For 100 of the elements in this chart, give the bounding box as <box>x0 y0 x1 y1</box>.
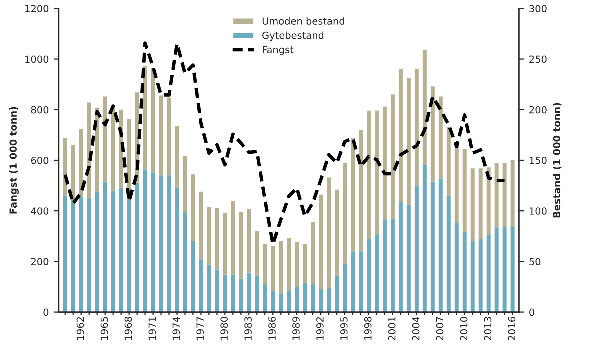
y2-tick-label: 200 <box>530 106 547 114</box>
y-tick-label: 600 <box>31 156 49 164</box>
bar <box>446 127 451 196</box>
bar <box>470 241 475 312</box>
x-tick-label: 2013 <box>484 317 492 340</box>
bar <box>231 274 236 312</box>
bar <box>430 86 435 182</box>
bar <box>191 241 196 312</box>
bar <box>438 96 443 179</box>
bar <box>95 192 100 312</box>
bar <box>359 130 364 252</box>
bar <box>319 194 324 290</box>
bar <box>486 168 491 236</box>
bar <box>502 227 507 312</box>
bar <box>374 235 379 312</box>
y2-tick-label: 100 <box>530 208 547 215</box>
x-tick-label: 1968 <box>124 317 132 340</box>
bar <box>183 212 188 312</box>
x-tick-label: 1962 <box>76 317 84 340</box>
bar <box>175 188 180 312</box>
bar <box>87 198 92 312</box>
bar <box>255 276 260 312</box>
bar <box>263 284 268 312</box>
bar <box>311 222 316 284</box>
bar <box>151 68 156 173</box>
y-tick-label: 400 <box>31 208 49 215</box>
bar <box>422 50 427 166</box>
x-tick-label: 1989 <box>292 317 300 340</box>
x-tick-label: 2010 <box>460 317 468 340</box>
x-tick-label: 1983 <box>244 317 252 340</box>
bar <box>295 287 300 312</box>
x-tick-label: 2016 <box>508 317 516 340</box>
bar <box>359 252 364 312</box>
bar <box>502 164 507 228</box>
bar <box>351 252 356 312</box>
bar <box>271 291 276 312</box>
bar <box>223 213 228 275</box>
bar <box>255 231 260 276</box>
bar <box>406 205 411 312</box>
bar <box>470 168 475 242</box>
bar <box>446 196 451 312</box>
bar <box>71 198 76 312</box>
bar <box>207 207 212 265</box>
bar <box>247 209 252 273</box>
bar <box>263 244 268 284</box>
bar <box>247 272 252 312</box>
bar <box>382 106 387 220</box>
bar <box>494 164 499 228</box>
bar <box>135 182 140 312</box>
bar <box>239 212 244 279</box>
x-tick-label: 1974 <box>172 317 180 340</box>
y2-tick-label: 50 <box>530 258 541 266</box>
bar <box>454 223 459 312</box>
bar <box>454 146 459 224</box>
bar <box>422 166 427 312</box>
bar <box>279 294 284 312</box>
bar <box>335 190 340 276</box>
bar <box>231 200 236 275</box>
bar <box>319 289 324 312</box>
bar <box>374 110 379 236</box>
bar <box>103 96 108 182</box>
x-tick-label: 1995 <box>340 317 348 340</box>
x-tick-label: 1992 <box>316 317 324 340</box>
legend-label: Fangst <box>263 46 294 56</box>
bar <box>111 190 116 312</box>
bar <box>79 129 84 197</box>
bar <box>279 241 284 294</box>
bar <box>382 220 387 312</box>
bar <box>287 291 292 312</box>
bar <box>398 69 403 202</box>
bar <box>63 196 68 312</box>
y-tick-label: 1200 <box>26 5 49 13</box>
bar <box>367 110 371 240</box>
x-tick-label: 1971 <box>148 317 156 340</box>
bar <box>159 96 164 176</box>
bar <box>215 208 220 270</box>
bar <box>414 186 419 312</box>
bar <box>367 239 371 312</box>
y2-tick-label: 300 <box>530 5 547 13</box>
x-tick-label: 1980 <box>220 317 228 340</box>
y2-tick-label: 0 <box>530 308 534 316</box>
y-tick-label: 800 <box>31 106 49 114</box>
x-tick-label: 1977 <box>196 317 204 340</box>
x-tick-label: 1986 <box>268 317 276 340</box>
bar <box>398 202 403 312</box>
bar <box>295 242 300 287</box>
bar <box>478 239 483 312</box>
bar <box>199 192 204 260</box>
bar <box>175 126 180 188</box>
bar <box>167 98 172 176</box>
bar <box>63 138 68 196</box>
x-tick-label: 1998 <box>364 317 372 340</box>
bar <box>311 284 316 312</box>
bar <box>191 174 196 242</box>
bar <box>143 170 148 312</box>
bar <box>119 188 124 312</box>
bar <box>239 278 244 312</box>
bar <box>510 227 515 312</box>
bar <box>343 264 348 312</box>
bar <box>510 160 515 228</box>
